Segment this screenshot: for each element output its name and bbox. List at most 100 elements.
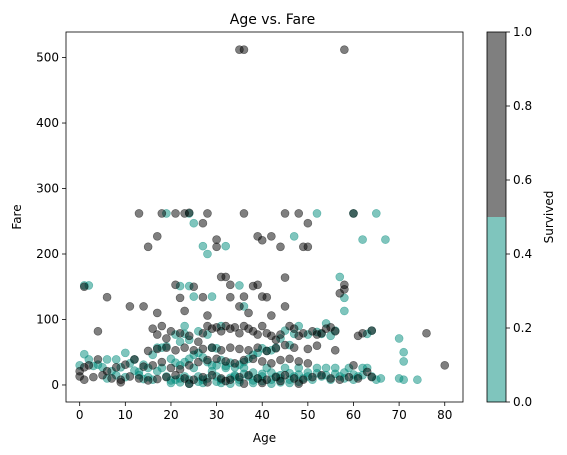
- y-tick-label: 400: [36, 116, 59, 130]
- data-point: [367, 372, 377, 382]
- chart-title: Age vs. Fare: [230, 12, 315, 28]
- data-point: [171, 209, 180, 218]
- data-point: [162, 372, 171, 382]
- data-point: [166, 378, 176, 388]
- data-point: [308, 372, 317, 382]
- data-point: [317, 370, 326, 380]
- data-point: [280, 370, 290, 380]
- data-point: [102, 292, 112, 302]
- data-point: [280, 340, 290, 350]
- data-point: [253, 343, 262, 352]
- data-point: [235, 344, 244, 354]
- x-axis-ticks: 0 10 20 30 40 50 60 70 80: [76, 402, 452, 422]
- data-point: [340, 306, 349, 316]
- data-point: [399, 357, 408, 366]
- y-tick-label: 200: [36, 247, 59, 261]
- colorbar-tick-label: 0.8: [513, 99, 532, 113]
- data-point: [280, 273, 290, 282]
- data-point: [267, 311, 276, 320]
- data-point: [212, 235, 221, 244]
- data-point: [230, 359, 240, 368]
- data-point: [184, 208, 194, 218]
- data-point: [235, 372, 244, 382]
- data-points: [75, 45, 450, 388]
- y-tick-label: 100: [36, 312, 59, 326]
- data-point: [180, 343, 189, 352]
- data-point: [413, 375, 422, 385]
- data-point: [157, 357, 167, 367]
- data-point: [335, 288, 345, 298]
- data-point: [335, 375, 345, 385]
- data-point: [203, 378, 212, 387]
- data-point: [203, 311, 212, 320]
- data-point: [212, 354, 221, 364]
- data-point: [162, 343, 171, 352]
- data-point: [326, 374, 335, 383]
- data-point: [289, 324, 299, 333]
- data-point: [303, 359, 313, 368]
- data-point: [312, 341, 322, 350]
- data-point: [221, 357, 231, 366]
- data-point: [166, 363, 176, 373]
- data-point: [276, 330, 285, 339]
- colorbar: 0.0 0.2 0.4 0.6 0.8 1.0 Survived: [486, 25, 556, 409]
- data-point: [267, 359, 276, 368]
- colorbar-ticks: 0.0 0.2 0.4 0.6 0.8 1.0: [506, 25, 532, 409]
- data-point: [116, 378, 126, 387]
- data-point: [130, 355, 139, 364]
- data-point: [303, 344, 313, 354]
- plot-frame: [65, 31, 464, 403]
- data-point: [107, 374, 116, 383]
- data-point: [175, 328, 185, 338]
- data-point: [221, 376, 231, 386]
- data-point: [257, 357, 267, 366]
- data-point: [198, 292, 208, 302]
- colorbar-tick-label: 1.0: [513, 25, 532, 39]
- data-point: [239, 45, 249, 54]
- data-point: [340, 45, 349, 54]
- data-point: [216, 345, 226, 355]
- x-tick-label: 60: [346, 408, 361, 422]
- data-point: [376, 374, 386, 383]
- data-point: [212, 242, 221, 252]
- data-point: [298, 328, 308, 338]
- data-point: [349, 209, 358, 218]
- data-point: [280, 209, 290, 218]
- data-point: [330, 345, 340, 355]
- data-point: [152, 232, 162, 241]
- data-point: [303, 242, 313, 252]
- data-point: [248, 354, 258, 364]
- x-tick-label: 40: [255, 408, 270, 422]
- data-point: [93, 326, 103, 336]
- y-tick-label: 300: [36, 182, 59, 196]
- data-point: [175, 293, 185, 303]
- data-point: [244, 308, 253, 318]
- colorbar-label: Survived: [542, 191, 556, 244]
- data-point: [148, 324, 157, 333]
- data-point: [203, 355, 212, 365]
- data-point: [230, 323, 240, 332]
- data-point: [440, 361, 450, 370]
- data-point: [235, 302, 244, 311]
- data-point: [184, 379, 194, 388]
- data-point: [171, 370, 180, 380]
- x-tick-label: 80: [437, 408, 452, 422]
- data-point: [152, 344, 162, 354]
- data-point: [184, 361, 194, 370]
- data-point: [294, 209, 304, 218]
- colorbar-tick-label: 0.2: [513, 321, 532, 335]
- data-point: [121, 360, 130, 369]
- data-point: [166, 354, 176, 364]
- data-point: [221, 241, 231, 251]
- data-point: [111, 355, 121, 364]
- data-point: [152, 374, 162, 384]
- data-point: [294, 379, 304, 388]
- data-point: [244, 370, 253, 380]
- data-point: [79, 282, 89, 292]
- x-tick-label: 50: [300, 408, 315, 422]
- x-tick-label: 30: [209, 408, 224, 422]
- data-point: [171, 280, 180, 290]
- data-point: [175, 364, 185, 374]
- data-point: [358, 235, 367, 244]
